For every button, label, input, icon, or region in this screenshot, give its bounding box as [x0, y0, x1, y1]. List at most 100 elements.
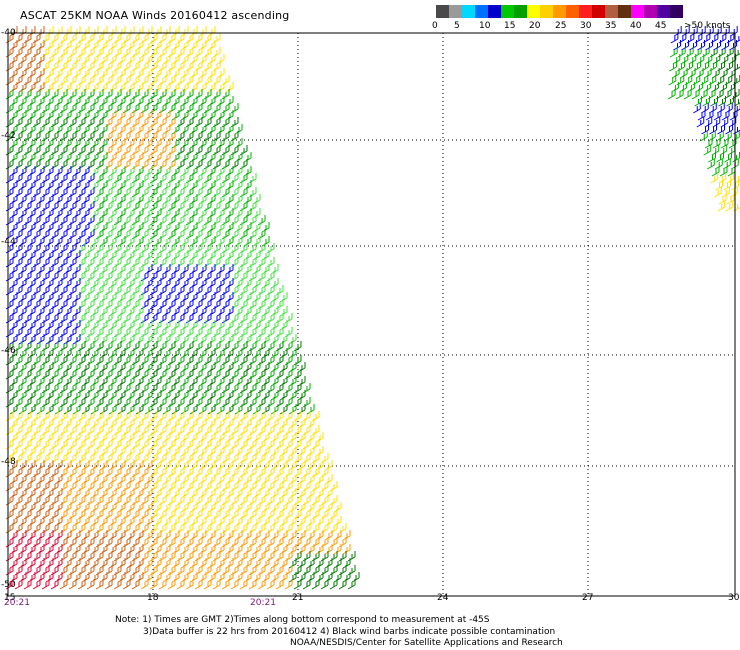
wind-barb [239, 145, 248, 156]
wind-barb [329, 579, 338, 590]
wind-barb [284, 495, 293, 506]
wind-barb [131, 173, 140, 184]
wind-barb [158, 215, 167, 226]
wind-barb [293, 397, 302, 408]
wind-barb [194, 327, 203, 338]
wind-barb [95, 397, 104, 408]
wind-barb [230, 551, 239, 562]
wind-barb [113, 201, 122, 212]
wind-barb [77, 187, 86, 198]
wind-barb [167, 397, 176, 408]
wind-barb [176, 467, 185, 478]
wind-barb [104, 397, 113, 408]
wind-barb [733, 61, 740, 72]
wind-barb [266, 257, 275, 268]
wind-barb [77, 579, 86, 590]
wind-barb [140, 355, 149, 366]
wind-barb [131, 425, 140, 436]
wind-barb [95, 33, 104, 44]
time-label-left: 20:21 [4, 598, 30, 608]
wind-barb [158, 33, 167, 44]
wind-barb [113, 243, 122, 254]
wind-barb [221, 271, 230, 282]
wind-barb [41, 285, 50, 296]
wind-barb [194, 33, 203, 44]
wind-barb [302, 495, 311, 506]
wind-barb [668, 75, 677, 86]
wind-barb [167, 117, 176, 128]
wind-barb [230, 173, 239, 184]
wind-barb [194, 565, 203, 576]
wind-barb [95, 103, 104, 114]
wind-barb [77, 509, 86, 520]
wind-barb [212, 33, 221, 44]
wind-barb [59, 453, 68, 464]
longitude-label: 18 [147, 593, 159, 603]
wind-barb [266, 313, 275, 324]
wind-barb [32, 271, 41, 282]
wind-barb [723, 180, 731, 191]
wind-barb [284, 579, 293, 590]
wind-barb [248, 383, 257, 394]
wind-barb [95, 229, 104, 240]
wind-barb [185, 257, 194, 268]
wind-barb [158, 481, 167, 492]
wind-barb [95, 159, 104, 170]
wind-barb [149, 439, 158, 450]
wind-barb [59, 565, 68, 576]
wind-barb [185, 215, 194, 226]
wind-barb [140, 47, 149, 58]
wind-barb [248, 215, 257, 226]
wind-barb [131, 257, 140, 268]
wind-barb [693, 103, 701, 114]
wind-barb [113, 33, 122, 44]
wind-barb [176, 383, 185, 394]
wind-barb [77, 453, 86, 464]
wind-barb [302, 481, 311, 492]
wind-barb [122, 565, 131, 576]
wind-barb [41, 187, 50, 198]
wind-barb [167, 411, 176, 422]
wind-barb [131, 131, 140, 142]
wind-barb [50, 579, 59, 590]
wind-barb [212, 369, 221, 380]
wind-barb [203, 145, 212, 156]
wind-barb [104, 145, 113, 156]
wind-barb [667, 89, 676, 100]
wind-barb [104, 159, 113, 170]
wind-barb [23, 579, 32, 590]
wind-barb [239, 229, 248, 240]
wind-barb [185, 453, 194, 464]
wind-barb [104, 299, 113, 310]
wind-barb [329, 537, 338, 548]
wind-barb [5, 159, 14, 170]
wind-barb [293, 439, 302, 450]
wind-barb [266, 397, 275, 408]
wind-barb [68, 187, 77, 198]
wind-barb [158, 75, 167, 86]
wind-barb [338, 523, 347, 534]
wind-barb [122, 145, 131, 156]
wind-barb [203, 579, 212, 590]
wind-barb [239, 327, 248, 338]
wind-barb [720, 138, 729, 149]
wind-barb [221, 117, 230, 128]
wind-barb [248, 313, 257, 324]
wind-barb [248, 481, 257, 492]
wind-barb [23, 75, 32, 86]
wind-barb [176, 33, 185, 44]
wind-barb [203, 75, 212, 86]
wind-barb [41, 383, 50, 394]
legend-swatch [566, 5, 579, 18]
wind-barb [140, 257, 149, 268]
wind-barb [734, 36, 740, 44]
wind-barb [732, 75, 740, 86]
wind-barb [14, 243, 23, 254]
wind-barb [140, 33, 149, 44]
wind-barb [212, 75, 221, 86]
wind-barb [68, 327, 77, 338]
wind-barb [284, 341, 293, 352]
wind-barb [266, 439, 275, 450]
wind-barb [23, 551, 32, 562]
wind-barb [23, 355, 32, 366]
